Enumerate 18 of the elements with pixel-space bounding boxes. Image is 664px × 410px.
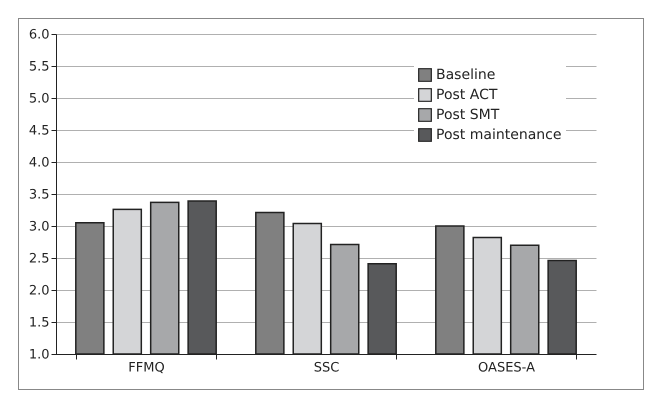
y-tick-label: 2.0	[28, 284, 50, 298]
y-tick-label: 1.5	[28, 316, 50, 330]
legend-label: Baseline	[436, 67, 496, 83]
y-tick-label: 2.5	[28, 252, 50, 266]
legend-label: Post ACT	[436, 87, 498, 103]
y-tick-label: 1.0	[28, 348, 50, 362]
x-tick-label: OASES-A	[478, 360, 536, 376]
y-tick-label: 3.0	[28, 220, 50, 234]
y-tick-label: 6.0	[28, 28, 50, 42]
x-tick-label: SSC	[314, 360, 340, 376]
legend-label: Post maintenance	[436, 127, 562, 143]
legend-label: Post SMT	[436, 107, 500, 123]
y-tick-label: 3.5	[28, 188, 50, 202]
y-tick-label: 4.5	[28, 124, 50, 138]
y-tick-label: 5.5	[28, 60, 50, 74]
y-tick-label: 5.0	[28, 92, 50, 106]
y-tick-label: 4.0	[28, 156, 50, 170]
x-tick-label: FFMQ	[128, 360, 165, 376]
